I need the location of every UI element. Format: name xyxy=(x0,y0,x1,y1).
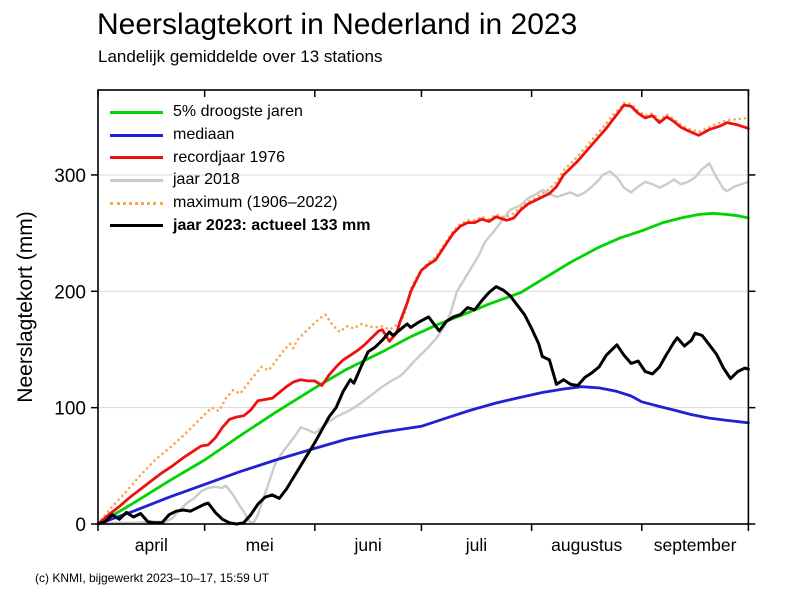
legend-item-mediaan: mediaan xyxy=(110,124,370,147)
x-month-label-juni: juni xyxy=(353,535,381,555)
legend-item-label-jaar2018: jaar 2018 xyxy=(173,171,240,189)
y-tick-label-300: 300 xyxy=(54,166,86,187)
series-line-record1976 xyxy=(96,103,750,526)
legend-line-sample-jaar2018 xyxy=(110,178,163,182)
legend-line-sample-jaar2023 xyxy=(110,224,163,228)
series-line-mediaan xyxy=(96,385,750,526)
y-tick-label-100: 100 xyxy=(54,399,86,420)
legend-item-maximum: maximum (1906–2022) xyxy=(110,192,370,215)
legend-item-jaar2023: jaar 2023: actueel 133 mm xyxy=(110,214,370,237)
plot-frame xyxy=(97,89,750,525)
series-line-jaar2023 xyxy=(96,285,750,526)
legend: 5% droogste jaren mediaan recordjaar 1976 j… xyxy=(110,101,370,237)
legend-item-droogste5: 5% droogste jaren xyxy=(110,101,370,124)
legend-item-label-record1976: recordjaar 1976 xyxy=(173,148,286,166)
legend-line-sample-mediaan xyxy=(110,133,163,137)
y-tick-label-200: 200 xyxy=(54,282,86,303)
series-line-droogste5 xyxy=(96,211,750,526)
y-axis-title: Neerslagtekort (mm) xyxy=(14,211,37,402)
legend-item-record1976: recordjaar 1976 xyxy=(110,146,370,169)
page-subtitle: Landelijk gemiddelde over 13 stations xyxy=(98,47,383,66)
y-tick-label-0: 0 xyxy=(75,515,86,536)
page-title: Neerslagtekort in Nederland in 2023 xyxy=(97,8,578,41)
x-month-label-september: september xyxy=(654,535,737,555)
series-line-jaar2018 xyxy=(96,162,750,526)
legend-line-sample-droogste5 xyxy=(110,110,163,114)
x-month-label-april: april xyxy=(135,535,168,555)
legend-item-label-jaar2023: jaar 2023: actueel 133 mm xyxy=(173,216,371,234)
footer-credit: (c) KNMI, bijgewerkt 2023–10–17, 15:59 U… xyxy=(35,571,270,585)
legend-line-sample-maximum xyxy=(110,201,163,205)
legend-item-jaar2018: jaar 2018 xyxy=(110,169,370,192)
legend-item-label-droogste5: 5% droogste jaren xyxy=(173,103,303,121)
legend-item-label-maximum: maximum (1906–2022) xyxy=(173,194,338,212)
x-month-label-juli: juli xyxy=(465,535,487,555)
legend-line-sample-record1976 xyxy=(110,156,163,160)
x-month-label-mei: mei xyxy=(246,535,274,555)
legend-item-label-mediaan: mediaan xyxy=(173,126,235,144)
x-month-label-augustus: augustus xyxy=(551,535,622,555)
